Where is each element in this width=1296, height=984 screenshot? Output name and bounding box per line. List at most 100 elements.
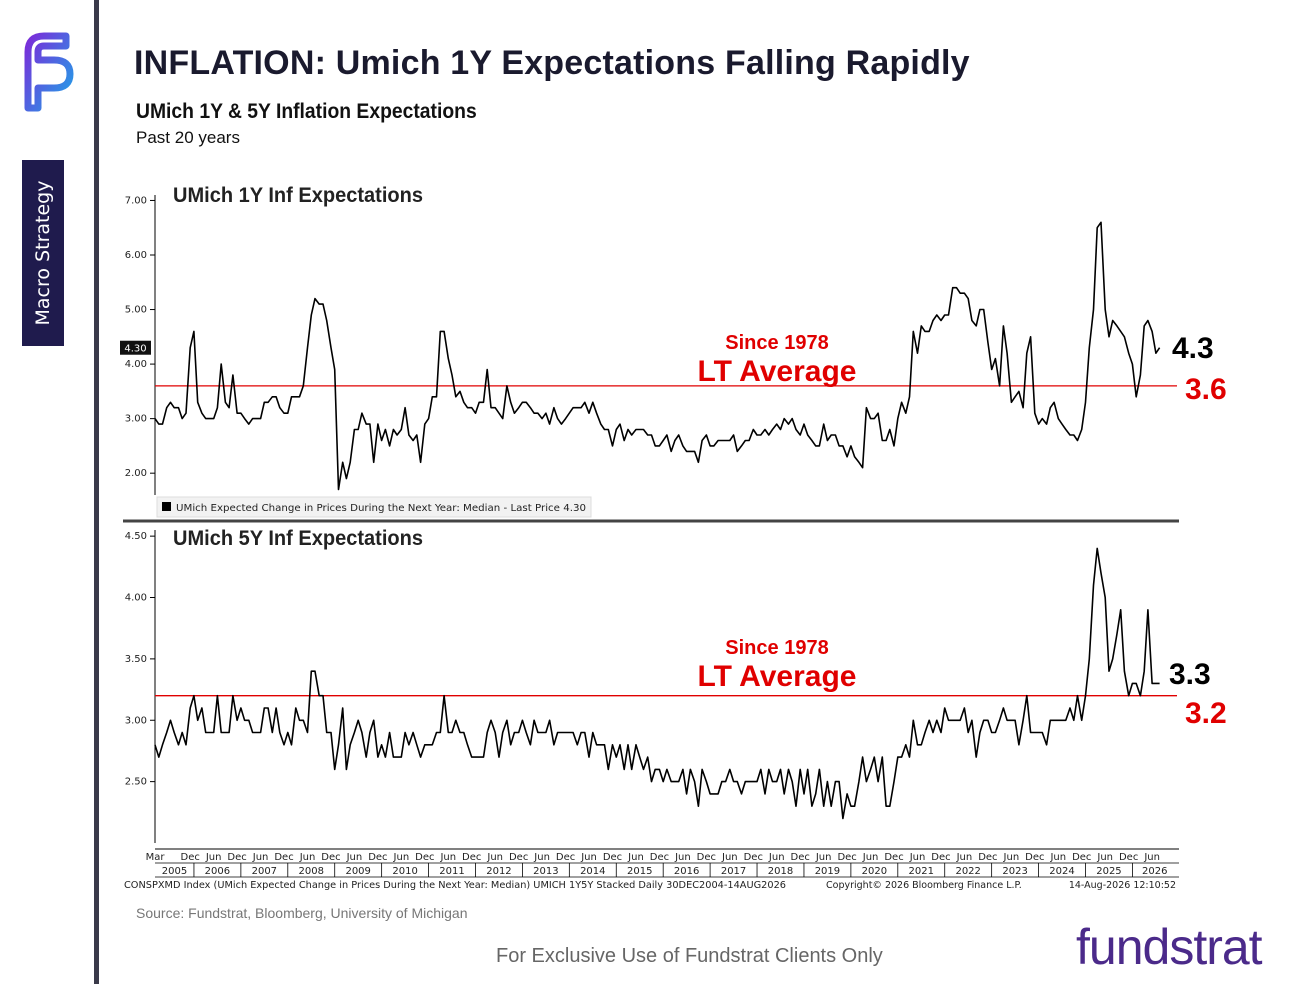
y-tick-label: 4.50: [125, 531, 147, 542]
x-month-label: Mar: [146, 852, 166, 863]
footer-note: For Exclusive Use of Fundstrat Clients O…: [496, 945, 883, 967]
x-month-label: Jun: [815, 852, 832, 863]
fundstrat-logo-icon: [24, 32, 74, 112]
last-price-text: 4.30: [124, 344, 146, 355]
x-year-label: 2008: [299, 866, 324, 877]
x-year-label: 2014: [580, 866, 605, 877]
brand-part-a: fund: [1076, 919, 1170, 975]
x-month-label: Jun: [252, 852, 269, 863]
brand-wordmark: fundstrat: [1076, 918, 1263, 976]
series-line: [154, 221, 1161, 491]
x-year-label: 2019: [815, 866, 840, 877]
x-month-label: Jun: [486, 852, 503, 863]
y-tick-label: 3.50: [125, 654, 147, 665]
x-year-label: 2020: [862, 866, 887, 877]
legend-text: UMich Expected Change in Prices During t…: [176, 503, 586, 514]
panel-5y: 4.50 4.00 3.50 3.00 2.50 UMich 5Y Inf Expecta…: [125, 527, 1227, 843]
last-value-label: 3.3: [1169, 658, 1211, 691]
y-tick-label: 6.00: [125, 250, 147, 261]
x-year-label: 2010: [392, 866, 417, 877]
x-year-label: 2017: [721, 866, 746, 877]
x-month-label: Dec: [274, 852, 293, 863]
bloomberg-timestamp: 14-Aug-2026 12:10:52: [1069, 880, 1176, 891]
y-tick-label: 3.00: [125, 715, 147, 726]
x-month-label: Dec: [603, 852, 622, 863]
x-month-label: Dec: [978, 852, 997, 863]
x-month-label: Jun: [956, 852, 973, 863]
x-month-label: Jun: [1003, 852, 1020, 863]
x-month-label: Dec: [697, 852, 716, 863]
y-tick-label: 7.00: [125, 195, 147, 206]
panel-title: UMich 1Y Inf Expectations: [173, 184, 423, 207]
x-month-label: Jun: [768, 852, 785, 863]
bloomberg-copyright: Copyright© 2026 Bloomberg Finance L.P.: [826, 880, 1022, 891]
x-month-label: Dec: [1025, 852, 1044, 863]
x-year-label: 2021: [909, 866, 934, 877]
x-month-label: Dec: [837, 852, 856, 863]
x-month-label: Dec: [368, 852, 387, 863]
left-rule: [94, 0, 99, 984]
average-caption-lt: LT Average: [698, 660, 857, 693]
x-month-label: Jun: [674, 852, 691, 863]
x-month-label: Dec: [1119, 852, 1138, 863]
brand-part-b: strat: [1169, 919, 1262, 975]
x-month-label: Dec: [1072, 852, 1091, 863]
average-caption-lt: LT Average: [698, 355, 857, 388]
panel-1y: 7.00 6.00 5.00 4.00 3.00 2.00 UMich 1Y Inf Exp…: [120, 184, 1227, 518]
x-month-label: Dec: [744, 852, 763, 863]
x-year-label: 2011: [439, 866, 464, 877]
last-value-label: 4.3: [1172, 332, 1214, 365]
x-month-label: Jun: [439, 852, 456, 863]
x-year-label: 2015: [627, 866, 652, 877]
x-month-label: Dec: [462, 852, 481, 863]
x-month-label: Dec: [884, 852, 903, 863]
average-value-label: 3.2: [1185, 697, 1227, 730]
x-year-label: 2009: [345, 866, 370, 877]
y-tick-label: 5.00: [125, 305, 147, 316]
x-month-label: Jun: [580, 852, 597, 863]
x-month-label: Dec: [227, 852, 246, 863]
x-year-label: 2026: [1142, 866, 1167, 877]
x-year-label: 2013: [533, 866, 558, 877]
x-month-label: Dec: [181, 852, 200, 863]
x-month-label: Dec: [556, 852, 575, 863]
x-month-label: Dec: [321, 852, 340, 863]
x-month-label: Jun: [909, 852, 926, 863]
x-month-label: Jun: [533, 852, 550, 863]
x-month-label: Dec: [791, 852, 810, 863]
x-year-label: 2023: [1002, 866, 1027, 877]
x-month-label: Jun: [721, 852, 738, 863]
x-month-label: Jun: [299, 852, 316, 863]
y-tick-label: 3.00: [125, 414, 147, 425]
y-tick-label: 4.00: [125, 593, 147, 604]
x-year-label: 2025: [1096, 866, 1121, 877]
panel-title: UMich 5Y Inf Expectations: [173, 527, 423, 550]
x-month-label: Jun: [627, 852, 644, 863]
average-caption-since: Since 1978: [725, 637, 828, 659]
x-year-label: 2005: [162, 866, 187, 877]
x-month-label: Dec: [650, 852, 669, 863]
y-tick-label: 2.50: [125, 777, 147, 788]
x-year-label: 2018: [768, 866, 793, 877]
page-title: INFLATION: Umich 1Y Expectations Falling…: [134, 44, 970, 82]
source-note: Source: Fundstrat, Bloomberg, University…: [136, 905, 468, 921]
x-year-label: 2016: [674, 866, 699, 877]
chart-period: Past 20 years: [136, 128, 240, 147]
x-month-label: Jun: [346, 852, 363, 863]
x-year-label: 2012: [486, 866, 511, 877]
section-tag: Macro Strategy: [22, 160, 64, 346]
x-month-label: Jun: [1143, 852, 1160, 863]
x-year-label: 2022: [955, 866, 980, 877]
last-price-box: [120, 340, 151, 355]
x-year-label: 2024: [1049, 866, 1074, 877]
average-value-label: 3.6: [1185, 373, 1227, 406]
x-year-label: 2006: [205, 866, 230, 877]
average-caption-since: Since 1978: [725, 332, 828, 354]
bloomberg-index-line: CONSPXMD Index (UMich Expected Change in…: [124, 880, 786, 891]
x-month-label: Dec: [931, 852, 950, 863]
legend-box: [156, 496, 592, 518]
x-month-label: Jun: [1049, 852, 1066, 863]
x-month-label: Jun: [1096, 852, 1113, 863]
x-month-label: Jun: [862, 852, 879, 863]
x-year-label: 2007: [252, 866, 277, 877]
